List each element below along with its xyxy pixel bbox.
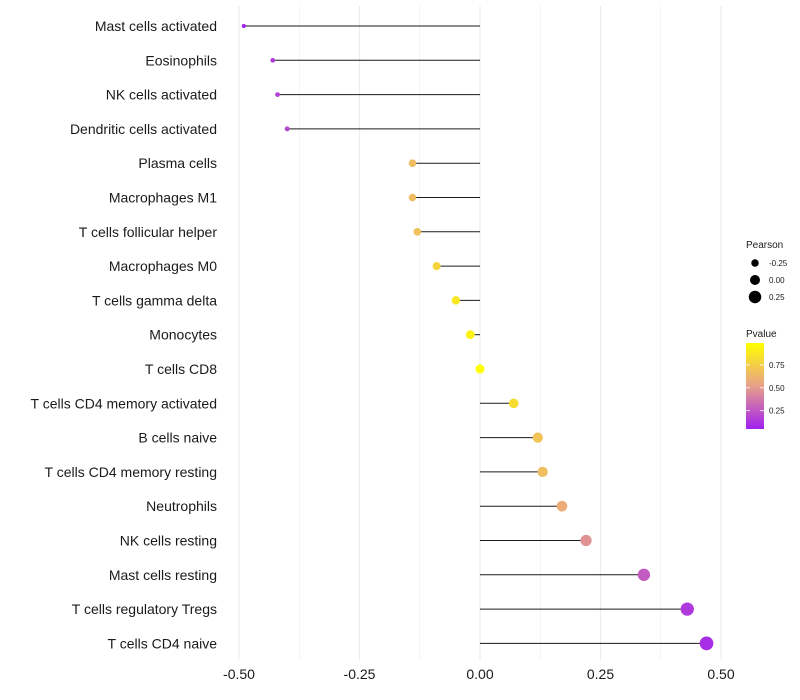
category-label: Neutrophils: [146, 498, 217, 514]
lollipop-dot: [556, 500, 568, 512]
category-label: Dendritic cells activated: [70, 121, 217, 137]
category-label: Monocytes: [149, 327, 217, 343]
category-label: Macrophages M1: [109, 190, 217, 206]
category-label: Macrophages M0: [109, 258, 217, 274]
lollipop-dot: [637, 568, 651, 581]
category-label: B cells naive: [138, 430, 217, 446]
category-label: Mast cells resting: [109, 567, 217, 583]
size-legend-label: 0.00: [769, 276, 785, 285]
category-label: Mast cells activated: [95, 18, 217, 34]
lollipop-dot: [532, 432, 543, 443]
lollipop-dot: [284, 126, 290, 132]
x-tick-label: -0.25: [344, 666, 376, 682]
size-legend-dot: [751, 259, 759, 267]
category-label: NK cells resting: [120, 533, 217, 549]
size-legend-label: 0.25: [769, 293, 785, 302]
lollipop-dot: [413, 227, 422, 236]
lollipop-dots: [241, 23, 714, 651]
lollipop-dot: [465, 330, 475, 340]
x-tick-label: -0.50: [223, 666, 255, 682]
lollipop-dot: [408, 159, 417, 167]
pvalue-legend-title: Pvalue: [746, 329, 777, 340]
category-label: T cells CD4 naive: [108, 635, 218, 651]
category-label: Eosinophils: [145, 52, 217, 68]
pvalue-color-legend: Pvalue 0.75 0.50 0.25: [746, 329, 785, 429]
x-tick-label: 0.50: [707, 666, 734, 682]
category-labels: Mast cells activated Eosinophils NK cells …: [31, 18, 218, 651]
lollipop-dot: [451, 296, 461, 305]
pvalue-colorbar: [746, 343, 764, 429]
colorbar-label: 0.50: [769, 384, 785, 393]
category-label: T cells CD4 memory activated: [31, 395, 217, 411]
colorbar-label: 0.75: [769, 361, 785, 370]
category-label: T cells CD4 memory resting: [45, 464, 217, 480]
lollipop-dot: [432, 262, 441, 271]
category-label: T cells regulatory Tregs: [72, 601, 217, 617]
size-legend-dot: [748, 290, 762, 304]
pearson-legend-title: Pearson: [746, 240, 783, 251]
category-label: T cells CD8: [145, 361, 217, 377]
lollipop-dot: [408, 193, 417, 202]
lollipop-dot: [537, 466, 548, 478]
gridlines: [238, 6, 722, 660]
category-label: T cells follicular helper: [79, 224, 218, 240]
lollipop-stems: [243, 25, 707, 644]
lollipop-dot: [241, 23, 246, 29]
lollipop-dot: [699, 636, 714, 651]
lollipop-dot: [475, 364, 485, 374]
category-label: T cells gamma delta: [92, 292, 217, 308]
category-label: NK cells activated: [106, 87, 217, 103]
lollipop-dot: [508, 398, 519, 409]
lollipop-dot: [580, 534, 592, 547]
size-legend-dot: [750, 275, 760, 285]
pearson-size-legend: Pearson -0.25 0.00 0.25: [746, 240, 788, 304]
category-label: Plasma cells: [138, 155, 217, 171]
lollipop-dot: [275, 92, 280, 97]
size-legend-label: -0.25: [769, 259, 788, 268]
x-axis-tick-labels: -0.50 -0.25 0.00 0.25 0.50: [223, 666, 735, 682]
lollipop-dot: [270, 57, 276, 63]
lollipop-dot: [680, 602, 694, 616]
x-tick-label: 0.00: [466, 666, 493, 682]
colorbar-label: 0.25: [769, 407, 785, 416]
x-tick-label: 0.25: [587, 666, 614, 682]
